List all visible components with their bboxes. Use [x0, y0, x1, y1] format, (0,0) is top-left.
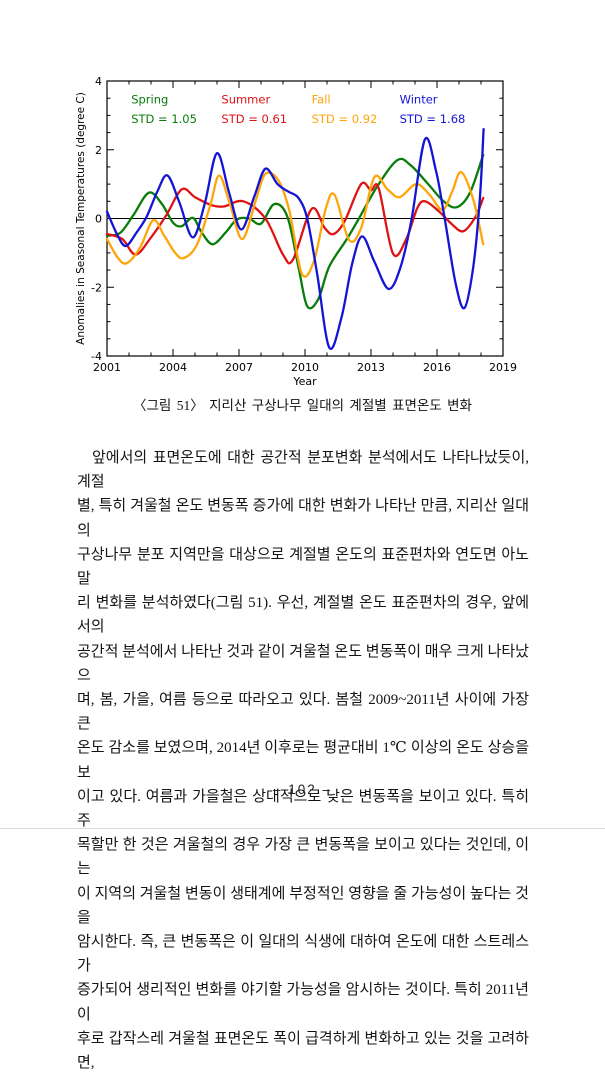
legend-name-fall: Fall [312, 92, 331, 106]
chart-canvas: 2001 2004 2007 2010 2013 2016 2019 -4 -2 0 2 4 Year A… [75, 75, 517, 388]
legend-name-summer: Summer [221, 92, 270, 106]
x-axis-tick-label: 2010 [291, 361, 319, 374]
text-line: 암시한다. 즉, 큰 변동폭은 이 일대의 식생에 대하여 온도에 대한 스트레… [77, 934, 529, 975]
text-line: 온도 감소를 보였으며, 2014년 이후로는 평균대비 1℃ 이상의 온도 상… [77, 740, 529, 781]
page-number: – 102 – [272, 782, 333, 797]
seasonal-temperature-chart: 2001 2004 2007 2010 2013 2016 2019 -4 -2 0 2 4 Year A… [73, 66, 528, 390]
x-axis-title: Year [292, 375, 317, 388]
text-line: 공간적 분석에서 나타난 것과 같이 겨울철 온도 변동폭이 매우 크게 나타났… [77, 643, 529, 684]
x-axis-tick-label: 2016 [423, 361, 451, 374]
text-line: 리 변화를 분석하였다(그림 51). 우선, 계절별 온도 표준편차의 경우,… [77, 595, 529, 636]
series-line-fall [105, 170, 485, 278]
text-line: 구상나무 분포 지역만을 대상으로 계절별 온도의 표준편차와 연도면 아노말 [77, 546, 529, 588]
series-line-summer [105, 181, 485, 265]
text-line: 후로 갑작스레 겨울철 표면온도 폭이 급격하게 변화하고 있는 것을 고려하면… [77, 1030, 529, 1072]
text-line: 별, 특히 겨울철 온도 변동폭 증가에 대한 변화가 나타난 만큼, 지리산 … [77, 498, 529, 539]
y-axis-tick-label: -4 [91, 350, 102, 363]
x-axis-tick-label: 2007 [225, 361, 253, 374]
legend-name-spring: Spring [131, 92, 168, 106]
legend-name-winter: Winter [400, 92, 438, 106]
page-bottom-edge [0, 828, 605, 829]
y-axis-tick-label: 0 [95, 213, 102, 226]
y-axis-tick-label: 4 [95, 75, 102, 88]
x-axis-tick-label: 2001 [93, 361, 121, 374]
text-line: 증가되어 생리적인 변화를 야기할 가능성을 암시하는 것이다. 특히 2011… [77, 982, 529, 1023]
legend-std-winter: STD = 1.68 [400, 112, 466, 126]
x-axis-tick-label: 2019 [489, 361, 517, 374]
y-axis-tick-label: -2 [91, 281, 102, 294]
text-line: 앞에서의 표면온도에 대한 공간적 분포변화 분석에서도 나타나났듯이, 계절 [77, 450, 529, 491]
y-axis-title: Anomalies in Seasonal Temperatures (degr… [75, 92, 87, 345]
text-line: 며, 봄, 가을, 여름 등으로 따라오고 있다. 봄철 2009~2011년 … [77, 692, 529, 733]
document-page: 2001 2004 2007 2010 2013 2016 2019 -4 -2 0 2 4 Year A… [0, 66, 605, 1072]
series-line-spring [105, 153, 485, 310]
text-line: 이고 있다. 여름과 가을철은 상대적으로 낮은 변동폭을 보이고 있다. 특히… [77, 788, 529, 830]
series-line-winter [105, 127, 485, 351]
x-axis-tick-label: 2004 [159, 361, 187, 374]
figure-caption: 〈그림 51〉 지리산 구상나무 일대의 계절별 표면온도 변화 [133, 398, 472, 413]
legend-std-fall: STD = 0.92 [312, 112, 378, 126]
text-line: 이 지역의 겨울철 변동이 생태계에 부정적인 영향을 줄 가능성이 높다는 것… [77, 885, 529, 926]
text-line: 목할만 한 것은 겨울철의 경우 가장 큰 변동폭을 보이고 있다는 것인데, … [77, 837, 529, 878]
legend-std-summer: STD = 0.61 [221, 112, 287, 126]
y-axis-tick-label: 2 [95, 144, 102, 157]
legend-std-spring: STD = 1.05 [131, 112, 197, 126]
x-axis-tick-label: 2013 [357, 361, 385, 374]
